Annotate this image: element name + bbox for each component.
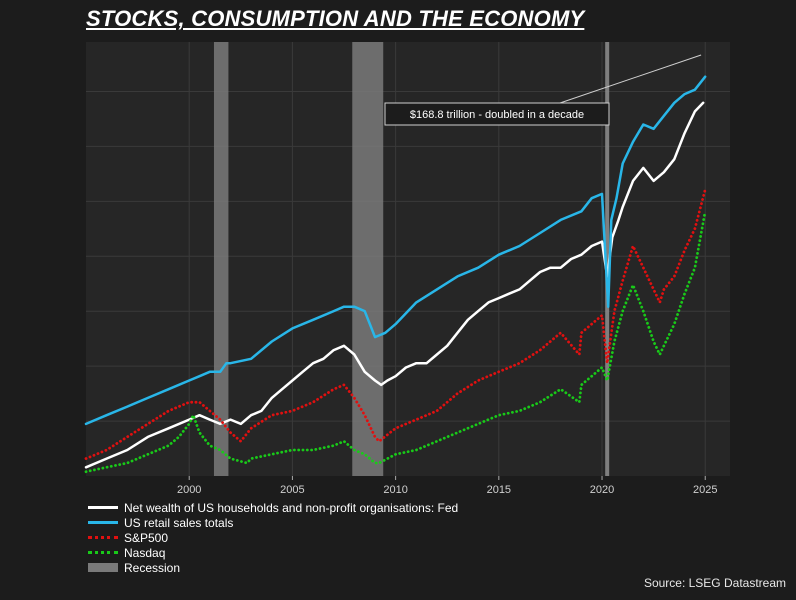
legend-swatch-wealth bbox=[88, 506, 118, 509]
gridlines bbox=[86, 42, 730, 476]
legend-swatch-recession bbox=[88, 563, 118, 572]
annotation-text: $168.8 trillion - doubled in a decade bbox=[410, 109, 584, 121]
event-lines bbox=[605, 42, 610, 476]
legend-label-retail: US retail sales totals bbox=[124, 515, 234, 530]
annotation-leader-line bbox=[559, 54, 702, 104]
series-retail bbox=[84, 75, 707, 426]
x-tick-label: 2005 bbox=[280, 484, 304, 496]
series-nasdaq bbox=[84, 209, 707, 474]
legend: Net wealth of US households and non-prof… bbox=[88, 500, 458, 575]
series-group bbox=[84, 75, 707, 474]
recession-band bbox=[352, 42, 384, 476]
legend-label-recession: Recession bbox=[124, 560, 181, 575]
legend-label-sp500: S&P500 bbox=[124, 530, 169, 545]
source-note: Source: LSEG Datastream bbox=[643, 576, 786, 590]
legend-label-wealth: Net wealth of US households and non-prof… bbox=[124, 500, 459, 515]
x-tick-label: 2015 bbox=[487, 484, 511, 496]
legend-item-retail: US retail sales totals bbox=[88, 515, 458, 530]
annotation: $168.8 trillion - doubled in a decade bbox=[384, 54, 702, 126]
series-sp500 bbox=[84, 188, 707, 461]
annotation-box bbox=[384, 102, 610, 126]
legend-label-nasdaq: Nasdaq bbox=[124, 545, 166, 560]
legend-item-wealth: Net wealth of US households and non-prof… bbox=[88, 500, 458, 515]
x-tick-label: 2000 bbox=[177, 484, 201, 496]
legend-swatch-sp500 bbox=[88, 536, 118, 539]
legend-swatch-nasdaq bbox=[88, 551, 118, 554]
legend-swatch-retail bbox=[88, 521, 118, 524]
legend-item-sp500: S&P500 bbox=[88, 530, 458, 545]
x-tick-label: 2010 bbox=[383, 484, 407, 496]
x-tick-label: 2025 bbox=[693, 484, 717, 496]
legend-item-nasdaq: Nasdaq bbox=[88, 545, 458, 560]
recession-band bbox=[213, 42, 229, 476]
series-wealth bbox=[84, 101, 705, 469]
x-tick-label: 2020 bbox=[590, 484, 614, 496]
x-axis: 2000 2005 2010 2015 2020 2025 bbox=[177, 476, 717, 496]
chart-title: STOCKS, CONSUMPTION AND THE ECONOMY bbox=[86, 6, 585, 31]
event-line bbox=[605, 42, 610, 476]
legend-item-recession: Recession bbox=[88, 560, 458, 575]
